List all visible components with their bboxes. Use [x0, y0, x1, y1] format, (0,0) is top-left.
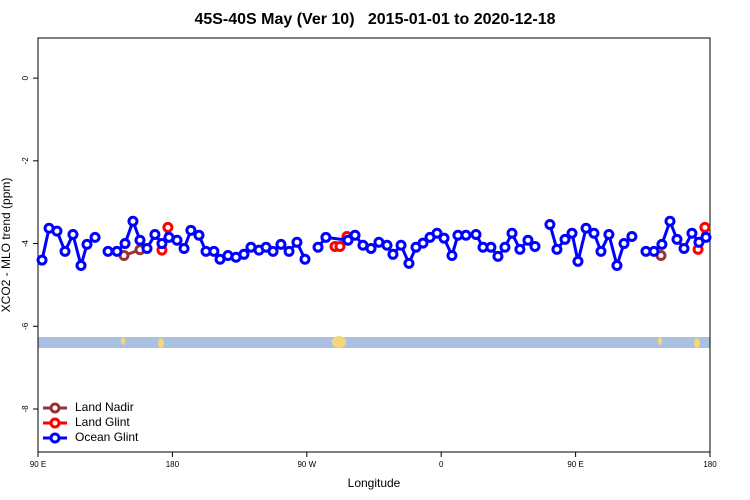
y-tick-label: -8 [21, 405, 30, 413]
chart-title: 45S-40S May (Ver 10) 2015-01-01 to 2020-… [194, 11, 555, 28]
x-tick-label: 90 E [567, 460, 583, 469]
point [387, 248, 399, 260]
y-tick-label: -4 [21, 239, 30, 247]
point [381, 239, 393, 251]
legend-label: Land Nadir [75, 400, 134, 414]
y-tick-label: 0 [21, 75, 30, 80]
legend-marker [49, 417, 61, 429]
point [141, 243, 153, 255]
point [618, 238, 630, 250]
point [470, 228, 482, 240]
point [693, 236, 705, 248]
point [514, 243, 526, 255]
x-axis-title: Longitude [348, 476, 401, 490]
point [699, 221, 711, 233]
point [193, 229, 205, 241]
point [671, 233, 683, 245]
legend-label: Ocean Glint [75, 430, 139, 444]
point [312, 241, 324, 253]
point [522, 234, 534, 246]
y-tick-label: -6 [21, 322, 30, 330]
x-tick-label: 0 [439, 460, 444, 469]
legend-marker [49, 432, 61, 444]
point [365, 243, 377, 255]
point [395, 239, 407, 251]
point [446, 250, 458, 262]
point [162, 221, 174, 233]
point [580, 222, 592, 234]
point [89, 231, 101, 243]
point [431, 227, 443, 239]
point [127, 215, 139, 227]
point [460, 229, 472, 241]
point [506, 227, 518, 239]
point [438, 232, 450, 244]
point [208, 245, 220, 257]
surface-strip [38, 336, 710, 348]
point [700, 231, 712, 243]
legend-marker [49, 402, 61, 414]
point [36, 254, 48, 266]
point [544, 219, 556, 231]
plot-frame [37, 37, 711, 453]
point [81, 238, 93, 250]
point [75, 259, 87, 271]
point [119, 238, 131, 250]
point [267, 245, 279, 257]
point [59, 245, 71, 257]
point [588, 227, 600, 239]
point [149, 228, 161, 240]
point [551, 243, 563, 255]
point [156, 238, 168, 250]
point [51, 225, 63, 237]
point [320, 231, 332, 243]
point [417, 237, 429, 249]
point [686, 227, 698, 239]
y-axis-title: XCO2 - MLO trend (ppm) [0, 178, 13, 313]
point [664, 215, 676, 227]
point [349, 229, 361, 241]
point [603, 228, 615, 240]
point [334, 240, 346, 252]
point [102, 245, 114, 257]
point [238, 248, 250, 260]
point [67, 228, 79, 240]
point [499, 241, 511, 253]
point [559, 233, 571, 245]
point [566, 227, 578, 239]
x-tick-label: 90 W [297, 460, 316, 469]
point [611, 259, 623, 271]
point [572, 255, 584, 267]
point [403, 257, 415, 269]
point [171, 234, 183, 246]
point [595, 245, 607, 257]
point [529, 240, 541, 252]
point [299, 253, 311, 265]
point [178, 243, 190, 255]
point [678, 243, 690, 255]
point [492, 250, 504, 262]
point [134, 234, 146, 246]
point [342, 234, 354, 246]
y-tick-label: -2 [21, 157, 30, 165]
point [111, 245, 123, 257]
legend-label: Land Glint [75, 415, 130, 429]
point [626, 231, 638, 243]
point [185, 224, 197, 236]
x-tick-label: 180 [166, 460, 180, 469]
point [283, 245, 295, 257]
point [485, 241, 497, 253]
x-tick-label: 90 E [30, 460, 46, 469]
point [275, 238, 287, 250]
point [291, 236, 303, 248]
x-tick-label: 180 [703, 460, 717, 469]
point [656, 238, 668, 250]
point [648, 245, 660, 257]
